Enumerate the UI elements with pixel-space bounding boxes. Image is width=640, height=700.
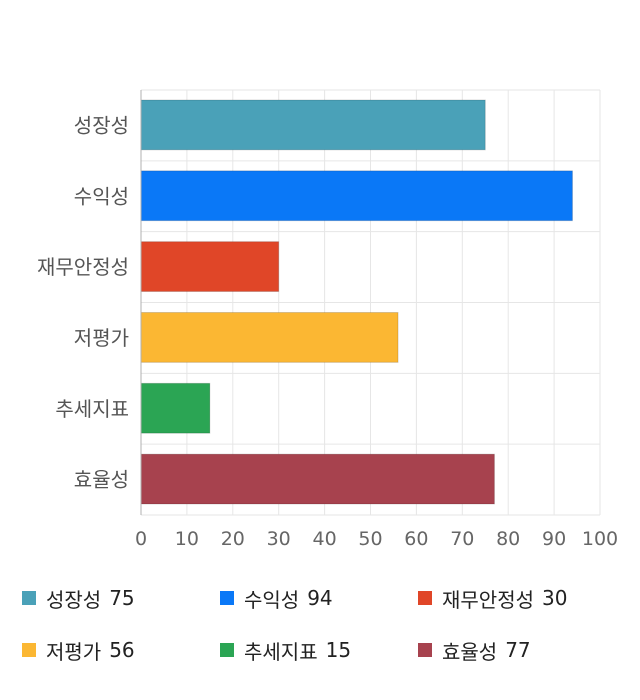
category-label: 성장성 [74, 113, 129, 137]
legend-label: 수익성 [244, 587, 300, 612]
legend-item-undervalued[interactable]: 저평가 56 [22, 637, 135, 664]
legend-value: 77 [505, 638, 531, 662]
bar [140, 99, 486, 151]
x-tick-label: 100 [582, 528, 618, 550]
x-tick-label: 60 [404, 528, 428, 550]
category-label: 효율성 [74, 468, 129, 492]
bar [140, 382, 211, 434]
bar [140, 241, 280, 293]
bar [140, 453, 495, 505]
legend-swatch [22, 643, 36, 657]
legend-swatch [418, 591, 432, 605]
legend-item-growth[interactable]: 성장성 75 [22, 585, 135, 612]
legend-item-trend[interactable]: 추세지표 15 [220, 637, 352, 664]
x-tick-label: 90 [542, 528, 566, 550]
x-tick-label: 30 [267, 528, 291, 550]
legend-item-stability[interactable]: 재무안정성 30 [418, 585, 568, 612]
x-tick-label: 10 [175, 528, 199, 550]
legend-value: 94 [307, 586, 333, 610]
legend-swatch [220, 643, 234, 657]
legend-label: 추세지표 [244, 639, 318, 664]
legend-swatch [418, 643, 432, 657]
bar [140, 312, 399, 363]
legend-value: 75 [109, 586, 135, 610]
x-tick-label: 40 [313, 528, 337, 550]
category-label: 저평가 [74, 326, 129, 350]
bar [140, 170, 573, 222]
x-tick-label: 20 [221, 528, 245, 550]
legend-item-efficiency[interactable]: 효율성 77 [418, 637, 531, 664]
category-label: 추세지표 [55, 397, 129, 421]
x-tick-label: 80 [496, 528, 520, 550]
category-label: 수익성 [74, 184, 129, 208]
legend-value: 30 [542, 586, 568, 610]
x-tick-label: 0 [135, 528, 147, 550]
chart-legend: 성장성 75 수익성 94 재무안정성 30 저평가 56 추세지표 15 효율… [0, 580, 640, 690]
legend-label: 재무안정성 [442, 587, 534, 612]
legend-value: 15 [325, 638, 352, 662]
legend-item-profitability[interactable]: 수익성 94 [220, 585, 333, 612]
x-tick-label: 70 [450, 528, 474, 550]
legend-swatch [22, 591, 36, 605]
legend-label: 저평가 [46, 639, 102, 664]
legend-value: 56 [109, 638, 135, 662]
x-tick-label: 50 [358, 528, 382, 550]
category-label: 재무안정성 [37, 255, 129, 279]
legend-label: 효율성 [442, 639, 498, 664]
legend-swatch [220, 591, 234, 605]
legend-label: 성장성 [46, 587, 102, 612]
